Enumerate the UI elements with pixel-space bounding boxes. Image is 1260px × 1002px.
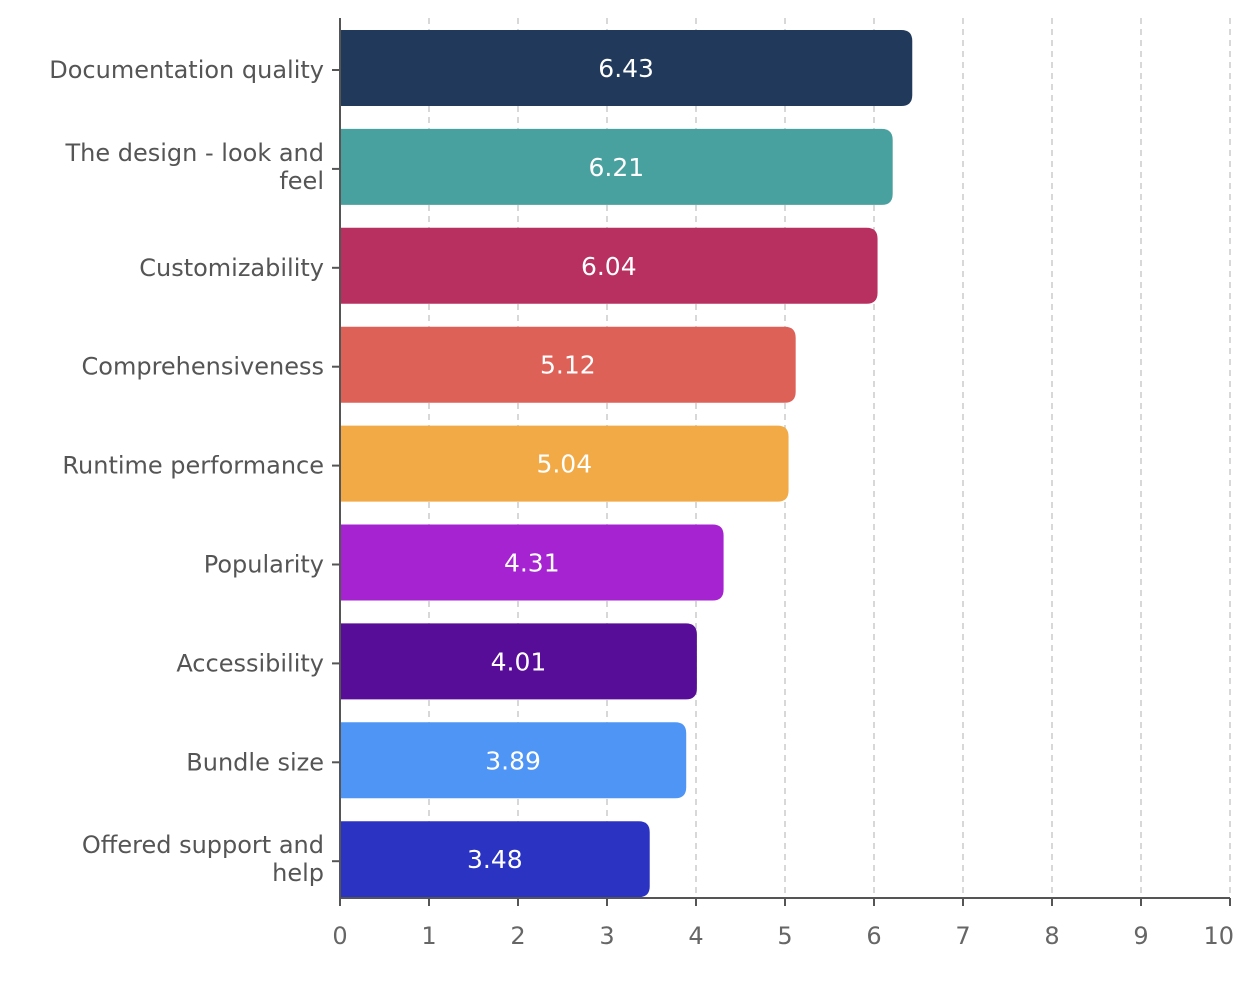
x-tick-label: 0 <box>332 922 347 950</box>
category-labels: Documentation quality The design - look a… <box>49 56 340 887</box>
bar-value-label: 6.21 <box>589 153 645 182</box>
x-tick-label: 6 <box>866 922 881 950</box>
category-label: Popularity <box>204 551 324 579</box>
bar <box>340 326 796 403</box>
bar-value-label: 6.04 <box>581 252 637 281</box>
bar <box>340 227 878 304</box>
category-label: Offered support and help <box>82 831 324 887</box>
x-tick-label: 4 <box>688 922 703 950</box>
bar-value-label: 3.89 <box>485 746 541 775</box>
bars: 6.43 6.21 6.04 5.12 5.04 4.31 4.01 3.89 3.48 <box>340 30 913 898</box>
bar <box>340 425 789 502</box>
bar <box>340 821 650 898</box>
x-tick-label: 7 <box>955 922 970 950</box>
x-axis-ticks: 0 1 2 3 4 5 6 7 8 9 10 <box>332 898 1234 950</box>
x-tick-label: 9 <box>1133 922 1148 950</box>
category-label: Runtime performance <box>62 452 324 480</box>
category-label: Accessibility <box>176 649 324 677</box>
bar-value-label: 3.48 <box>467 845 523 874</box>
bar-value-label: 4.31 <box>504 549 560 578</box>
x-tick-label: 10 <box>1203 922 1234 950</box>
category-label: Bundle size <box>186 748 324 776</box>
category-label: Documentation quality <box>49 56 324 84</box>
category-label: Customizability <box>139 254 324 282</box>
bar-value-label: 5.04 <box>536 450 592 479</box>
x-tick-label: 1 <box>421 922 436 950</box>
x-tick-label: 8 <box>1044 922 1059 950</box>
category-label: Comprehensiveness <box>82 353 324 381</box>
bar <box>340 722 687 799</box>
x-tick-label: 5 <box>777 922 792 950</box>
bar <box>340 30 913 106</box>
x-tick-label: 2 <box>510 922 525 950</box>
category-label: The design - look and feel <box>64 139 324 195</box>
bar-value-label: 5.12 <box>540 351 596 380</box>
bar <box>340 128 893 205</box>
bar-value-label: 4.01 <box>491 647 547 676</box>
bar <box>340 623 697 700</box>
x-tick-label: 3 <box>599 922 614 950</box>
bar-value-label: 6.43 <box>598 54 654 83</box>
bar <box>340 524 724 601</box>
